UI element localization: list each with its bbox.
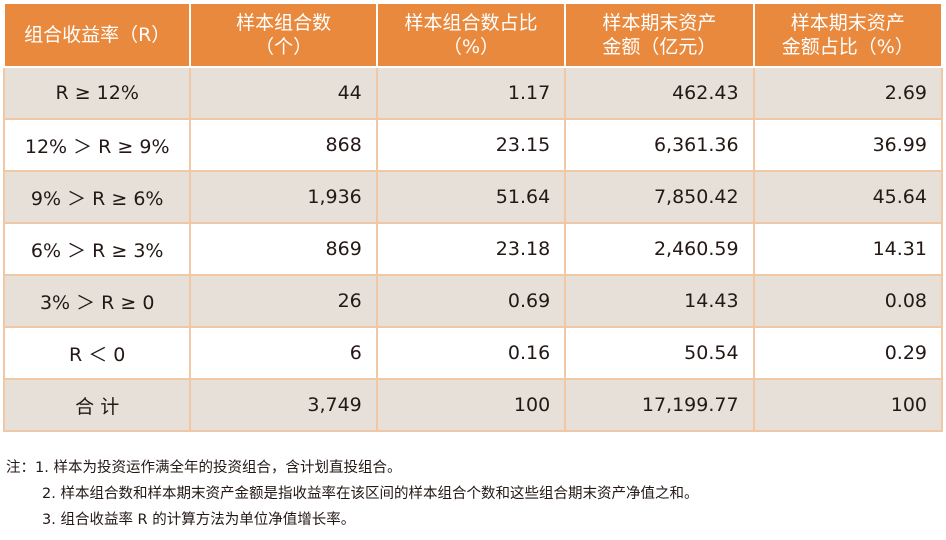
header-line: （%） bbox=[442, 36, 499, 58]
table-cell: 0.69 bbox=[375, 274, 567, 328]
table-row: 9% ＞ R ≥ 6% 1,936 51.64 7,850.42 45.64 bbox=[2, 170, 944, 224]
note-item: 3. 组合收益率 R 的计算方法为单位净值增长率。 bbox=[6, 507, 698, 533]
header-line: 样本组合数占比 bbox=[404, 12, 538, 34]
table-cell: 14.43 bbox=[564, 274, 755, 328]
header-portfolio-count-share: 样本组合数占比 （%） bbox=[375, 4, 567, 68]
table-cell: 0.08 bbox=[752, 274, 944, 328]
table-cell: 3,749 bbox=[189, 378, 378, 432]
header-return-range: 组合收益率（R） bbox=[2, 4, 192, 68]
return-distribution-table-wrap: 组合收益率（R） 样本组合数 （个） 样本组合数占比 （%） 样本期末资产 金额… bbox=[2, 4, 944, 432]
table-cell: 100 bbox=[752, 378, 944, 432]
header-line: 样本期末资产 bbox=[790, 12, 905, 34]
table-cell: 26 bbox=[189, 274, 378, 328]
table-notes: 注：1. 样本为投资运作满全年的投资组合，含计划直投组合。 2. 样本组合数和样… bbox=[6, 455, 698, 533]
table-row: 12% ＞ R ≥ 9% 868 23.15 6,361.36 36.99 bbox=[2, 118, 944, 172]
table-cell: 6 bbox=[189, 326, 378, 380]
return-distribution-table: 组合收益率（R） 样本组合数 （个） 样本组合数占比 （%） 样本期末资产 金额… bbox=[2, 4, 944, 432]
header-line: 组合收益率（R） bbox=[24, 24, 171, 46]
table-cell: 51.64 bbox=[375, 170, 567, 224]
table-cell: 1.17 bbox=[375, 66, 567, 120]
table-cell: 9% ＞ R ≥ 6% bbox=[2, 170, 192, 224]
table-cell: 869 bbox=[189, 222, 378, 276]
table-cell: R ＜ 0 bbox=[2, 326, 192, 380]
table-cell: 45.64 bbox=[752, 170, 944, 224]
table-cell: 12% ＞ R ≥ 9% bbox=[2, 118, 192, 172]
table-header-row: 组合收益率（R） 样本组合数 （个） 样本组合数占比 （%） 样本期末资产 金额… bbox=[2, 4, 944, 68]
table-cell: R ≥ 12% bbox=[2, 66, 192, 120]
note-item: 注：1. 样本为投资运作满全年的投资组合，含计划直投组合。 bbox=[6, 455, 698, 481]
note-item: 2. 样本组合数和样本期末资产金额是指收益率在该区间的样本组合个数和这些组合期末… bbox=[6, 481, 698, 507]
table-cell: 7,850.42 bbox=[564, 170, 755, 224]
header-asset-share: 样本期末资产 金额占比（%） bbox=[752, 4, 944, 68]
table-total-row: 合 计 3,749 100 17,199.77 100 bbox=[2, 378, 944, 432]
table-cell: 0.29 bbox=[752, 326, 944, 380]
header-portfolio-count: 样本组合数 （个） bbox=[189, 4, 378, 68]
table-cell: 3% ＞ R ≥ 0 bbox=[2, 274, 192, 328]
table-cell: 868 bbox=[189, 118, 378, 172]
note-text: 1. 样本为投资运作满全年的投资组合，含计划直投组合。 bbox=[35, 460, 402, 476]
table-cell: 2,460.59 bbox=[564, 222, 755, 276]
header-line: 样本期末资产 bbox=[602, 12, 717, 34]
table-cell: 14.31 bbox=[752, 222, 944, 276]
table-cell: 23.15 bbox=[375, 118, 567, 172]
table-row: R ≥ 12% 44 1.17 462.43 2.69 bbox=[2, 66, 944, 120]
header-line: 金额（亿元） bbox=[602, 36, 717, 58]
table-cell: 6% ＞ R ≥ 3% bbox=[2, 222, 192, 276]
note-text: 2. 样本组合数和样本期末资产金额是指收益率在该区间的样本组合个数和这些组合期末… bbox=[42, 486, 699, 502]
header-line: （个） bbox=[255, 36, 313, 58]
table-cell: 44 bbox=[189, 66, 378, 120]
table-cell: 合 计 bbox=[2, 378, 192, 432]
table-cell: 2.69 bbox=[752, 66, 944, 120]
table-cell: 462.43 bbox=[564, 66, 755, 120]
table-row: R ＜ 0 6 0.16 50.54 0.29 bbox=[2, 326, 944, 380]
table-cell: 0.16 bbox=[375, 326, 567, 380]
table-row: 3% ＞ R ≥ 0 26 0.69 14.43 0.08 bbox=[2, 274, 944, 328]
table-cell: 6,361.36 bbox=[564, 118, 755, 172]
table-row: 6% ＞ R ≥ 3% 869 23.18 2,460.59 14.31 bbox=[2, 222, 944, 276]
table-cell: 1,936 bbox=[189, 170, 378, 224]
table-cell: 36.99 bbox=[752, 118, 944, 172]
note-prefix: 注： bbox=[6, 460, 35, 476]
table-cell: 17,199.77 bbox=[564, 378, 755, 432]
table-cell: 100 bbox=[375, 378, 567, 432]
header-asset-amount: 样本期末资产 金额（亿元） bbox=[564, 4, 755, 68]
table-cell: 50.54 bbox=[564, 326, 755, 380]
header-line: 金额占比（%） bbox=[781, 36, 914, 58]
note-text: 3. 组合收益率 R 的计算方法为单位净值增长率。 bbox=[42, 512, 356, 528]
table-cell: 23.18 bbox=[375, 222, 567, 276]
header-line: 样本组合数 bbox=[236, 12, 332, 34]
